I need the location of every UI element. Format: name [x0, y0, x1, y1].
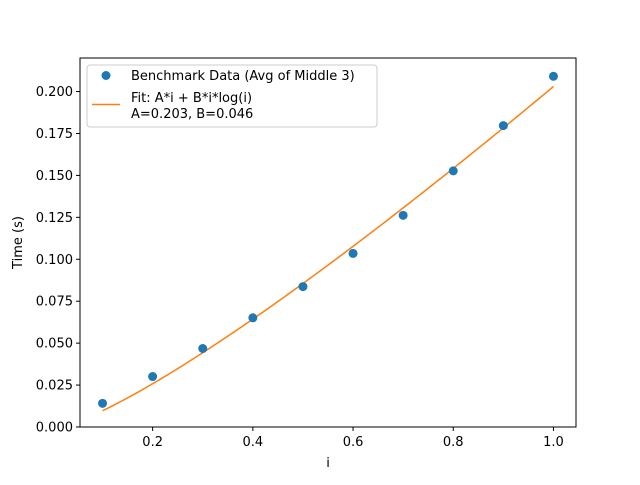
y-tick-label: 0.075 [36, 295, 73, 310]
data-point [548, 71, 558, 81]
data-point [348, 248, 358, 258]
y-tick-label: 0.050 [36, 337, 73, 352]
legend-marker-benchmark [101, 71, 111, 80]
scatter-points [98, 71, 558, 408]
plot-frame [79, 57, 577, 428]
data-point [248, 313, 258, 323]
legend: Benchmark Data (Avg of Middle 3) Fit: A*… [86, 64, 378, 128]
y-tick-label: 0.025 [36, 379, 73, 394]
fit-line-group [102, 85, 554, 412]
x-tick-label: 0.4 [243, 435, 264, 450]
y-tick-label: 0.175 [36, 127, 73, 142]
x-tick-label: 1.0 [543, 435, 564, 450]
legend-box [86, 64, 378, 128]
x-tick-label: 0.6 [343, 435, 364, 450]
legend-label-benchmark: Benchmark Data (Avg of Middle 3) [131, 69, 355, 84]
y-tick-label: 0.125 [36, 211, 73, 226]
y-axis-label: Time (s) [11, 216, 26, 270]
ticks: 0.2 0.4 0.6 0.8 1.0 0.000 0.025 0.050 0.075 0.100… [36, 85, 564, 450]
data-point [398, 210, 408, 220]
legend-label-fit-line2: A=0.203, B=0.046 [131, 107, 253, 122]
y-tick-label: 0.200 [36, 85, 73, 100]
data-point [448, 166, 458, 176]
y-tick-label: 0.100 [36, 253, 73, 268]
data-point [98, 398, 108, 408]
x-axis-label: i [326, 456, 330, 471]
legend-label-fit-line1: Fit: A*i + B*i*log(i) [131, 91, 252, 106]
data-point [498, 121, 508, 131]
data-point [298, 282, 308, 292]
y-tick-label: 0.150 [36, 169, 73, 184]
data-point [148, 372, 158, 382]
y-tick-label: 0.000 [36, 421, 73, 436]
data-point [198, 344, 208, 354]
x-tick-label: 0.8 [443, 435, 464, 450]
x-tick-label: 0.2 [142, 435, 163, 450]
fit-line [102, 85, 554, 412]
